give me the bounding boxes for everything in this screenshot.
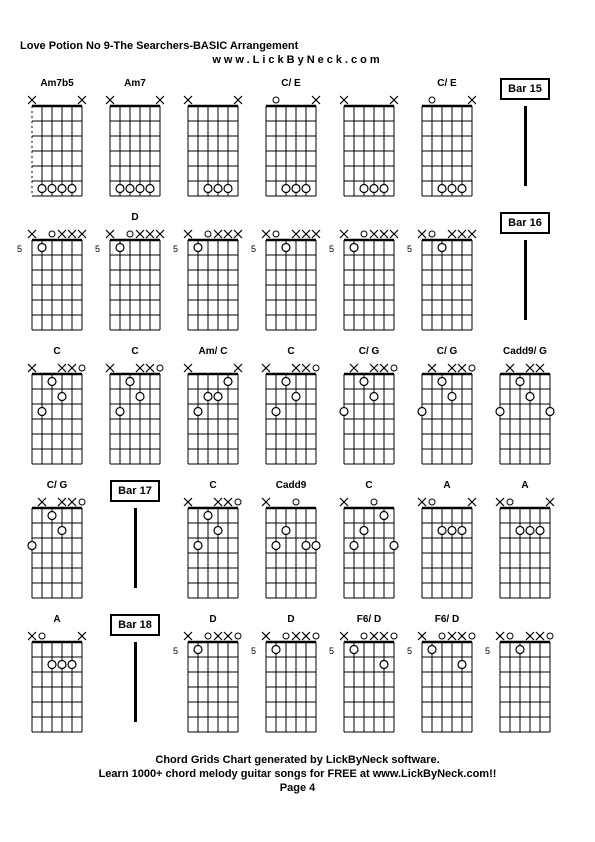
- chord-diagram: A: [488, 480, 562, 610]
- chord-label: C: [365, 480, 372, 494]
- chord-label: C: [53, 346, 60, 360]
- chord-diagram: D5: [254, 614, 328, 744]
- bar-line: [134, 642, 137, 722]
- footer-line-2: Learn 1000+ chord melody guitar songs fo…: [20, 768, 575, 780]
- chord-diagram: F6/ D 5: [332, 614, 406, 744]
- chord-diagram: C/ G: [20, 480, 94, 610]
- fret-position-label: 5: [407, 244, 412, 254]
- bar-label: Bar 15: [500, 78, 550, 100]
- bar-label: Bar 18: [110, 614, 160, 636]
- chord-diagram: C/ E: [410, 78, 484, 208]
- chord-label: Am7b5: [40, 78, 73, 92]
- chord-diagram: Am7b5: [20, 78, 94, 208]
- fret-position-label: 5: [329, 244, 334, 254]
- chord-grid: Am7b5Am7C/ EC/ EBar 155D55555Bar 16CCAm/…: [20, 78, 575, 744]
- bar-marker: Bar 15: [488, 78, 562, 208]
- chord-diagram: Am/ C: [176, 346, 250, 476]
- chord-diagram: C: [176, 480, 250, 610]
- chord-label: C: [287, 346, 294, 360]
- page-footer: Chord Grids Chart generated by LickByNec…: [20, 754, 575, 794]
- chord-label: Cadd9: [276, 480, 307, 494]
- page-subtitle: www.LickByNeck.com: [20, 54, 575, 66]
- chord-diagram: 5: [176, 212, 250, 342]
- chord-label: F6/ D: [357, 614, 381, 628]
- fret-position-label: 5: [173, 646, 178, 656]
- chord-diagram: C/ E: [254, 78, 328, 208]
- chord-label: C: [131, 346, 138, 360]
- chord-label: A: [53, 614, 60, 628]
- chord-label: D: [287, 614, 294, 628]
- fret-position-label: 5: [251, 646, 256, 656]
- chord-diagram: 5: [410, 212, 484, 342]
- chord-label: C: [209, 480, 216, 494]
- chord-diagram: [332, 78, 406, 208]
- chord-diagram: 5: [488, 614, 562, 744]
- chord-label: D: [209, 614, 216, 628]
- chord-diagram: A: [410, 480, 484, 610]
- chord-label: C/ E: [281, 78, 300, 92]
- chord-diagram: C: [20, 346, 94, 476]
- fret-position-label: 5: [407, 646, 412, 656]
- page-title: Love Potion No 9-The Searchers-BASIC Arr…: [20, 40, 575, 52]
- fret-position-label: 5: [329, 646, 334, 656]
- fret-position-label: 5: [251, 244, 256, 254]
- chord-diagram: Am7: [98, 78, 172, 208]
- chord-label: A: [521, 480, 528, 494]
- bar-line: [524, 240, 527, 320]
- chord-diagram: D5: [98, 212, 172, 342]
- chord-diagram: 5: [332, 212, 406, 342]
- chord-diagram: C: [254, 346, 328, 476]
- fret-position-label: 5: [17, 244, 22, 254]
- chord-label: Am/ C: [199, 346, 228, 360]
- fret-position-label: 5: [485, 646, 490, 656]
- chord-diagram: C/ G: [410, 346, 484, 476]
- chord-diagram: 5: [254, 212, 328, 342]
- chord-diagram: C/ G: [332, 346, 406, 476]
- bar-label: Bar 16: [500, 212, 550, 234]
- chord-diagram: C: [98, 346, 172, 476]
- chord-label: C/ G: [359, 346, 380, 360]
- chord-diagram: D5: [176, 614, 250, 744]
- bar-marker: Bar 18: [98, 614, 172, 744]
- chord-label: C/ G: [437, 346, 458, 360]
- chord-diagram: Cadd9: [254, 480, 328, 610]
- chord-diagram: [176, 78, 250, 208]
- chord-diagram: F6/ D 5: [410, 614, 484, 744]
- chord-label: D: [131, 212, 138, 226]
- chord-diagram: 5: [20, 212, 94, 342]
- chord-label: Cadd9/ G: [503, 346, 547, 360]
- chord-diagram: Cadd9/ G: [488, 346, 562, 476]
- fret-position-label: 5: [173, 244, 178, 254]
- chord-label: F6/ D: [435, 614, 459, 628]
- chord-label: C/ E: [437, 78, 456, 92]
- chord-label: Am7: [124, 78, 146, 92]
- bar-label: Bar 17: [110, 480, 160, 502]
- bar-marker: Bar 16: [488, 212, 562, 342]
- chord-label: A: [443, 480, 450, 494]
- fret-position-label: 5: [95, 244, 100, 254]
- bar-marker: Bar 17: [98, 480, 172, 610]
- footer-line-1: Chord Grids Chart generated by LickByNec…: [20, 754, 575, 766]
- bar-line: [524, 106, 527, 186]
- chord-diagram: C: [332, 480, 406, 610]
- chord-label: C/ G: [47, 480, 68, 494]
- chord-diagram: A: [20, 614, 94, 744]
- footer-line-3: Page 4: [20, 782, 575, 794]
- bar-line: [134, 508, 137, 588]
